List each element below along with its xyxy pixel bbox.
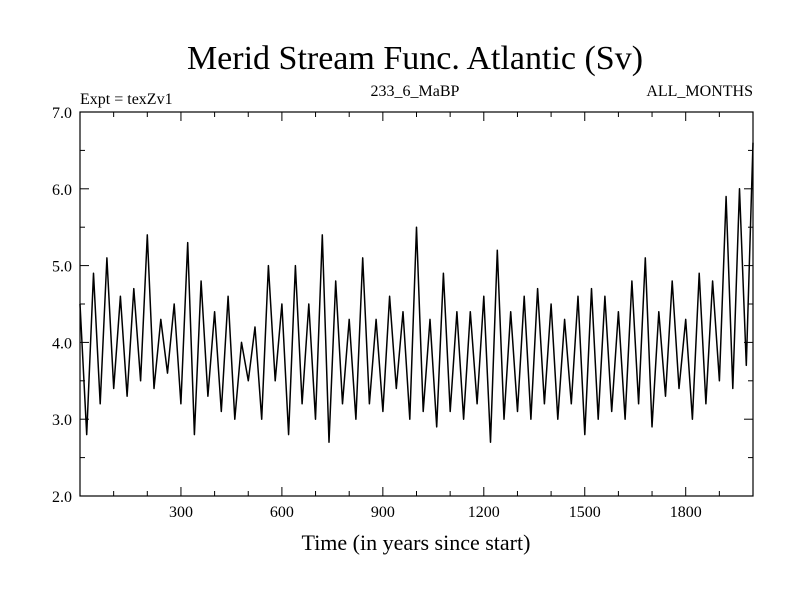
series-line-0 bbox=[79, 142, 754, 443]
y-tick-label: 5.0 bbox=[52, 259, 72, 276]
period-label: 233_6_MaBP bbox=[371, 83, 460, 100]
x-axis-label: Time (in years since start) bbox=[302, 530, 531, 555]
y-tick-label: 2.0 bbox=[52, 489, 72, 506]
x-tick-label: 1200 bbox=[468, 504, 500, 521]
x-tick-label: 1800 bbox=[670, 504, 702, 521]
plot-frame bbox=[79, 111, 754, 497]
y-tick-label: 4.0 bbox=[52, 335, 72, 352]
experiment-label: Expt = texZv1 bbox=[80, 91, 173, 108]
x-tick-label: 600 bbox=[270, 504, 294, 521]
y-tick-label: 3.0 bbox=[52, 412, 72, 429]
plot-area: 300 600 900 1200 1500 1800 2.0 3.0 4.0 5.0 6.0 7.0 bbox=[52, 105, 754, 521]
x-tick-label: 1500 bbox=[569, 504, 601, 521]
x-tick-label: 300 bbox=[169, 504, 193, 521]
chart-title: Merid Stream Func. Atlantic (Sv) bbox=[187, 40, 643, 77]
months-label: ALL_MONTHS bbox=[646, 83, 753, 100]
y-tick-label: 6.0 bbox=[52, 182, 72, 199]
x-tick-label: 900 bbox=[371, 504, 395, 521]
y-tick-label: 7.0 bbox=[52, 105, 72, 122]
